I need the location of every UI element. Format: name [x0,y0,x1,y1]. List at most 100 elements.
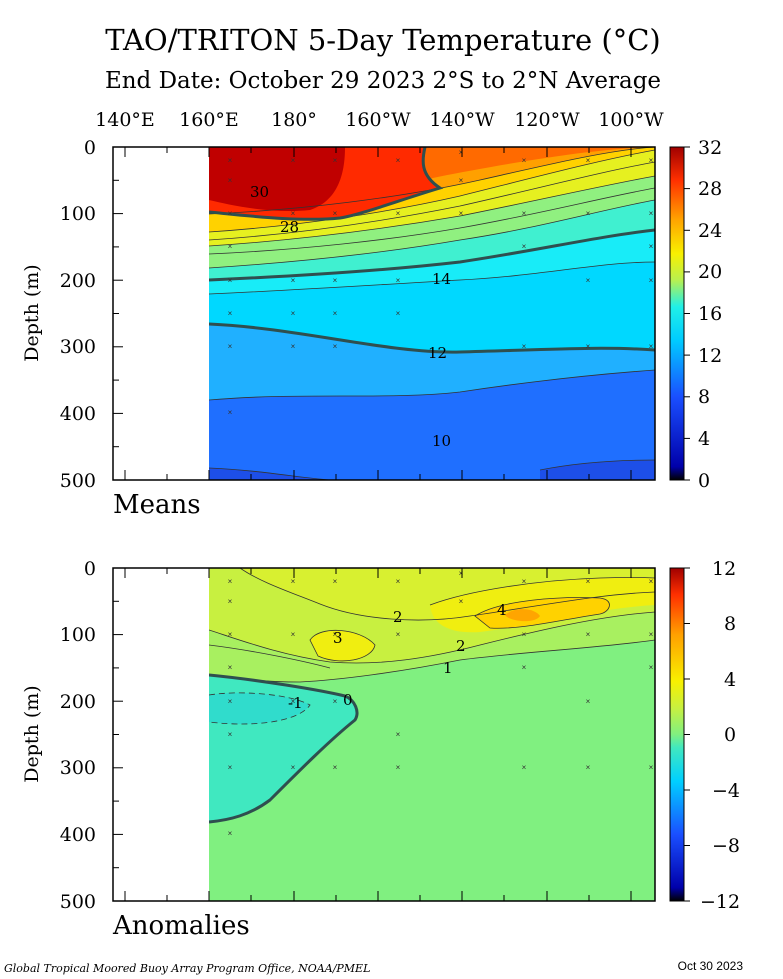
sample-marker: × [291,276,296,285]
anom-contour-zero [209,673,359,824]
contour-label: 3 [333,629,343,647]
sample-marker: × [586,577,591,586]
sample-marker: × [522,242,527,251]
sample-marker: × [459,597,464,606]
x-tick-label: 180° [271,109,317,131]
x-tick-label: 160°W [345,109,411,131]
y-tick-label: 100 [60,624,96,646]
sample-marker: × [649,276,654,285]
x-tick-label: 160°E [179,109,239,131]
x-tick-label: 140°E [95,109,155,131]
anom-y-axis-label: Depth (m) [21,685,43,782]
means-panel-label: Means [113,490,201,520]
contour-label: 1 [443,659,453,677]
y-tick-label: 300 [60,757,96,779]
colorbar-label: 24 [698,220,722,242]
sample-marker: × [291,342,296,351]
contour-label: 30 [250,183,269,201]
sample-marker: × [586,763,591,772]
sample-marker: × [228,342,233,351]
y-tick-label: 0 [84,558,96,580]
sample-marker: × [228,209,233,218]
footer-date: Oct 30 2023 [678,959,744,973]
sample-marker: × [459,176,464,185]
sample-marker: × [586,209,591,218]
means-band-6 [209,370,655,480]
sample-marker: × [228,276,233,285]
anom-colorbar-ticks [684,567,690,902]
y-tick-label: 0 [84,137,96,159]
colorbar-label: −8 [712,835,740,857]
colorbar-label: 4 [724,669,736,691]
means-y-tick-labels: 0 100 200 300 400 500 [60,137,96,492]
sample-marker: × [396,577,401,586]
means-contours-thin [209,147,655,480]
colorbar-label: 8 [698,386,710,408]
sample-marker: × [228,156,233,165]
sample-marker: × [649,577,654,586]
sample-marker: × [228,630,233,639]
colorbar-label: 32 [698,137,722,159]
sample-marker: × [396,276,401,285]
sample-marker: × [396,630,401,639]
y-tick-label: 300 [60,336,96,358]
x-tick-label: 120°W [514,109,580,131]
contour-label: 2 [456,637,466,655]
sample-marker: × [291,697,296,706]
y-tick-label: 200 [60,691,96,713]
anom-y-tick-labels: 0 100 200 300 400 500 [60,558,96,913]
anom-colorbar-labels: 12 8 4 0 −4 −8 −12 [700,558,740,913]
colorbar-label: 8 [724,613,736,635]
anom-ticks [113,568,632,901]
x-tick-label: 100°W [598,109,664,131]
anom-colorbar [669,567,685,902]
sample-marker: × [291,577,296,586]
anom-contour-neg [209,692,311,725]
means-band-30 [209,147,345,211]
sample-marker: × [459,148,464,157]
means-panel: × × × × × × × × × × × × × × × × × × × × … [21,137,722,520]
anom-band-4 [475,597,610,629]
y-tick-label: 200 [60,270,96,292]
sample-marker: × [228,829,233,838]
sample-marker: × [396,156,401,165]
sample-marker: × [291,630,296,639]
sample-marker: × [333,276,338,285]
y-tick-label: 400 [60,403,96,425]
y-tick-label: 100 [60,203,96,225]
sample-marker: × [522,630,527,639]
contour-label: 10 [432,432,451,450]
sample-marker: × [333,156,338,165]
x-tick-label: 140°W [429,109,495,131]
sample-marker: × [396,763,401,772]
sample-marker: × [228,697,233,706]
contour-label: 2 [393,608,403,626]
sample-marker: × [333,697,338,706]
colorbar-label: 28 [698,178,722,200]
means-sample-markers: × × × × × × × × × × × × × × × × × × × × … [228,148,654,417]
sample-marker: × [522,577,527,586]
sample-marker: × [333,309,338,318]
sample-marker: × [459,209,464,218]
sample-marker: × [522,156,527,165]
anom-band-neg2 [209,692,310,725]
sample-marker: × [396,309,401,318]
sample-marker: × [228,663,233,672]
sample-marker: × [228,730,233,739]
sample-marker: × [586,697,591,706]
anom-band-5 [505,609,540,622]
sample-marker: × [333,209,338,218]
sample-marker: × [291,763,296,772]
sample-marker: × [459,569,464,578]
means-field [209,147,655,480]
sample-marker: × [649,342,654,351]
footer-credit: Global Tropical Moored Buoy Array Progra… [4,962,370,975]
sample-marker: × [396,730,401,739]
means-colorbar-ticks [684,146,690,481]
means-contours-bold [209,147,655,354]
sample-marker: × [396,209,401,218]
sample-marker: × [649,663,654,672]
sample-marker: × [649,156,654,165]
sample-marker: × [333,342,338,351]
colorbar-label: 0 [698,470,710,492]
